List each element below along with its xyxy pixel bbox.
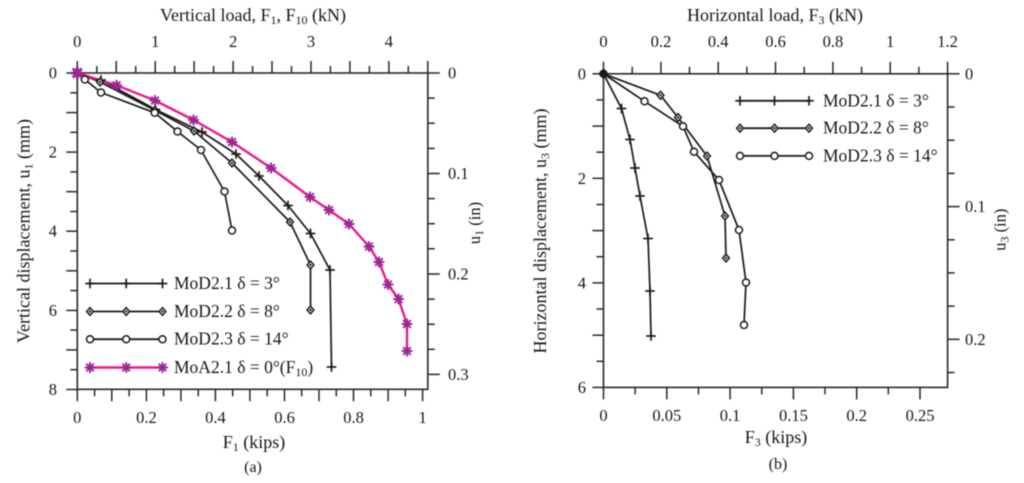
svg-text:6: 6 <box>49 301 57 320</box>
svg-text:0.15: 0.15 <box>779 406 808 425</box>
svg-text:0.2: 0.2 <box>136 408 157 427</box>
svg-text:0: 0 <box>49 64 57 83</box>
svg-text:2: 2 <box>49 143 57 162</box>
svg-text:6: 6 <box>578 378 586 397</box>
svg-text:0: 0 <box>599 406 607 425</box>
svg-text:MoD2.2 δ = 8°: MoD2.2 δ = 8° <box>823 118 929 138</box>
svg-text:4: 4 <box>385 32 393 51</box>
svg-text:0.2: 0.2 <box>965 330 986 349</box>
svg-text:F1 (kips): F1 (kips) <box>223 432 286 454</box>
svg-text:1: 1 <box>151 32 159 51</box>
svg-text:(b): (b) <box>769 456 788 473</box>
svg-text:0: 0 <box>965 64 973 83</box>
svg-text:4: 4 <box>578 273 586 292</box>
svg-text:0.2: 0.2 <box>448 265 469 284</box>
svg-text:0.2: 0.2 <box>846 406 867 425</box>
svg-text:0.05: 0.05 <box>652 406 681 425</box>
svg-text:2: 2 <box>578 169 586 188</box>
svg-text:F3 (kips): F3 (kips) <box>745 427 808 449</box>
svg-text:Vertical displacement, u1 (mm): Vertical displacement, u1 (mm) <box>14 119 36 343</box>
svg-text:0.2: 0.2 <box>651 32 672 51</box>
svg-text:Vertical load, F1, F10 (kN): Vertical load, F1, F10 (kN) <box>160 5 346 27</box>
svg-text:MoA2.1 δ = 0°(F10): MoA2.1 δ = 0°(F10) <box>174 357 313 379</box>
svg-text:0: 0 <box>578 64 586 83</box>
svg-text:0.8: 0.8 <box>823 32 844 51</box>
svg-text:0: 0 <box>448 64 456 83</box>
svg-text:MoD2.3 δ = 14°: MoD2.3 δ = 14° <box>174 329 289 349</box>
svg-text:0.3: 0.3 <box>448 365 469 384</box>
svg-text:u1 (in): u1 (in) <box>465 202 486 244</box>
svg-text:MoD2.1 δ = 3°: MoD2.1 δ = 3° <box>823 90 929 110</box>
svg-text:0.25: 0.25 <box>906 406 935 425</box>
svg-text:0.4: 0.4 <box>708 32 729 51</box>
svg-text:0.4: 0.4 <box>205 408 226 427</box>
svg-text:0.6: 0.6 <box>765 32 786 51</box>
svg-text:0: 0 <box>73 408 81 427</box>
svg-text:0: 0 <box>73 32 81 51</box>
svg-text:MoD2.1 δ = 3°: MoD2.1 δ = 3° <box>174 273 280 293</box>
svg-text:1: 1 <box>418 408 426 427</box>
svg-text:1.2: 1.2 <box>937 32 958 51</box>
svg-text:0.6: 0.6 <box>274 408 295 427</box>
svg-text:0: 0 <box>599 32 607 51</box>
svg-text:0.1: 0.1 <box>448 164 469 183</box>
svg-text:4: 4 <box>49 222 57 241</box>
svg-text:0.8: 0.8 <box>343 408 364 427</box>
svg-text:0.1: 0.1 <box>720 406 741 425</box>
svg-text:3: 3 <box>307 32 315 51</box>
svg-text:Horizontal load, F3 (kN): Horizontal load, F3 (kN) <box>687 5 863 27</box>
svg-text:0.1: 0.1 <box>965 197 986 216</box>
svg-text:MoD2.3 δ = 14°: MoD2.3 δ = 14° <box>823 145 938 165</box>
svg-text:(a): (a) <box>244 459 262 476</box>
svg-text:8: 8 <box>49 380 57 399</box>
svg-text:1: 1 <box>886 32 894 51</box>
svg-text:u3 (in): u3 (in) <box>991 209 1012 251</box>
svg-text:2: 2 <box>229 32 237 51</box>
svg-text:Horizontal displacement, u3 (m: Horizontal displacement, u3 (mm) <box>530 109 552 354</box>
svg-text:MoD2.2 δ = 8°: MoD2.2 δ = 8° <box>174 301 280 321</box>
